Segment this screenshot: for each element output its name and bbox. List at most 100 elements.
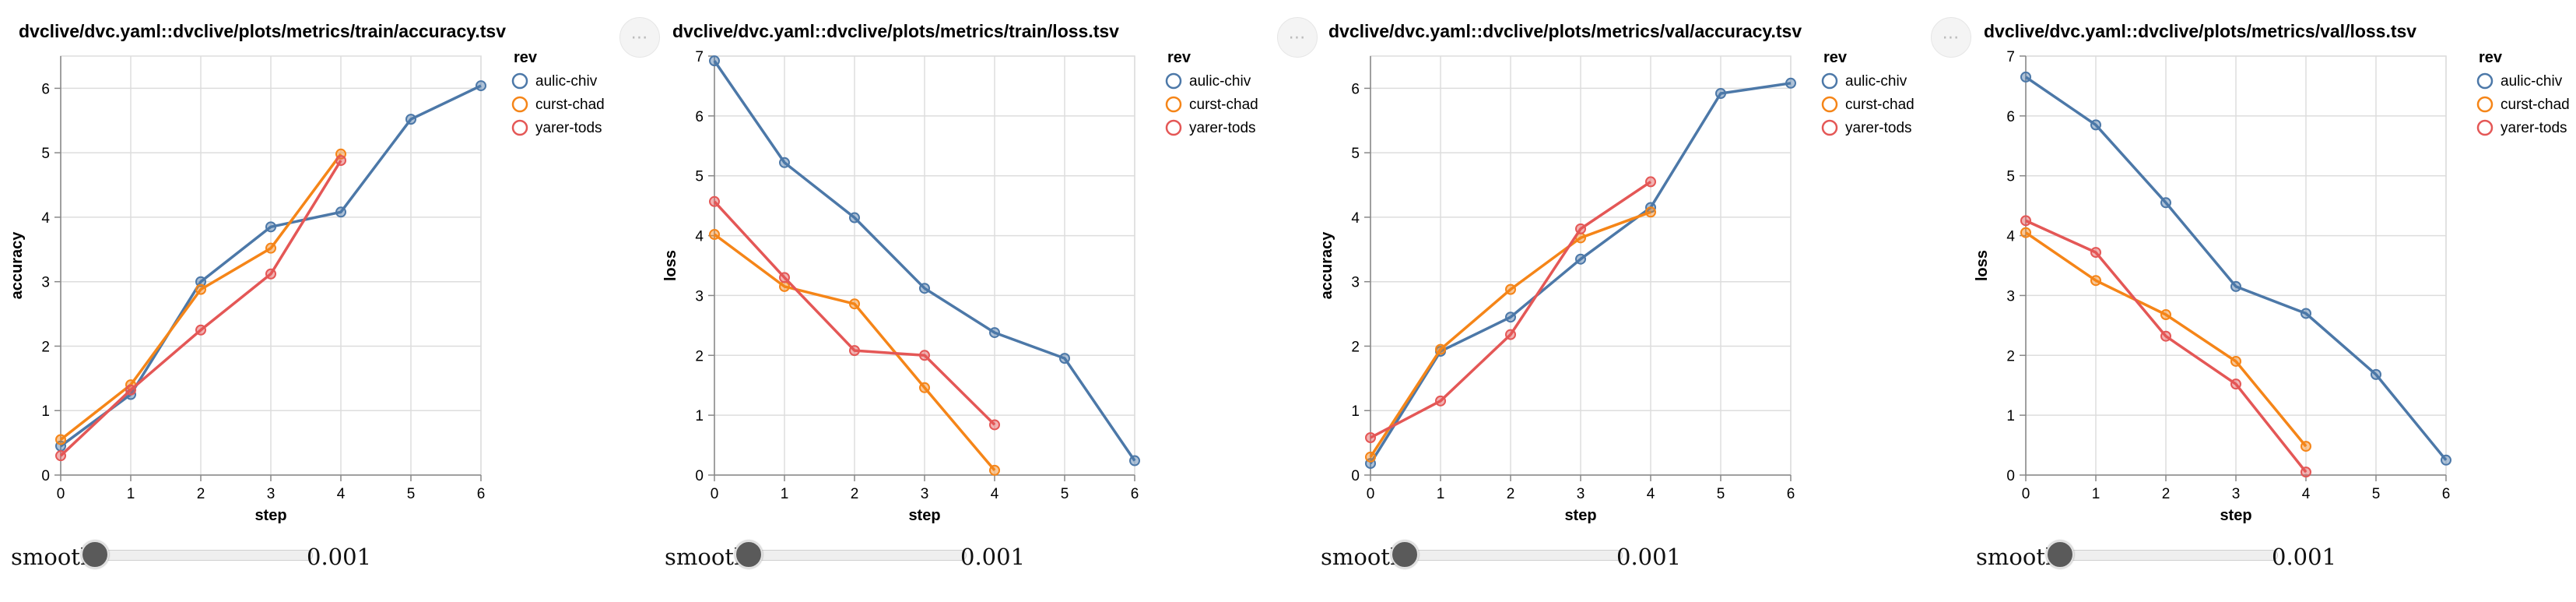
data-point-yarer-tods bbox=[2090, 247, 2101, 259]
series-line-curst-chad bbox=[713, 233, 996, 472]
data-point-curst-chad bbox=[2020, 227, 2031, 238]
y-tick-label: 5 bbox=[41, 146, 50, 162]
more-actions-button[interactable]: ⋯ bbox=[1277, 17, 1318, 58]
data-point-yarer-tods bbox=[709, 195, 720, 207]
y-tick-label: 5 bbox=[1351, 146, 1360, 162]
data-point-aulic-chiv bbox=[2090, 119, 2101, 131]
data-point-aulic-chiv bbox=[265, 221, 276, 233]
x-tick-label: 1 bbox=[781, 486, 789, 502]
data-point-curst-chad bbox=[55, 434, 66, 445]
data-point-curst-chad bbox=[265, 242, 276, 254]
legend-symbol-aulic-chiv bbox=[1821, 72, 1838, 90]
data-point-curst-chad bbox=[1645, 206, 1656, 218]
data-point-aulic-chiv bbox=[2160, 197, 2171, 209]
data-point-aulic-chiv bbox=[1059, 353, 1070, 364]
smooth-slider-track[interactable] bbox=[2048, 550, 2278, 561]
data-point-curst-chad bbox=[779, 280, 790, 292]
data-point-aulic-chiv bbox=[1505, 312, 1516, 323]
series-line-yarer-tods bbox=[59, 160, 342, 457]
data-point-yarer-tods bbox=[1645, 176, 1656, 188]
x-tick-label: 5 bbox=[2372, 486, 2381, 502]
legend-label-curst-chad: curst-chad bbox=[2501, 97, 2570, 113]
chart-title: dvclive/dvc.yaml::dvclive/plots/metrics/… bbox=[1984, 21, 2416, 41]
more-actions-button[interactable]: ⋯ bbox=[619, 17, 660, 58]
y-tick-label: 6 bbox=[2006, 109, 2015, 125]
data-point-aulic-chiv bbox=[779, 157, 790, 168]
x-tick-label: 2 bbox=[197, 486, 205, 502]
data-point-aulic-chiv bbox=[919, 283, 930, 294]
data-point-aulic-chiv bbox=[1129, 455, 1140, 466]
smooth-label: smooth bbox=[1976, 544, 2060, 570]
smooth-control: smooth 0.001 bbox=[665, 530, 1069, 576]
plot-panel-train-accuracy: dvclive/dvc.yaml::dvclive/plots/metrics/… bbox=[0, 0, 638, 602]
legend-title: rev bbox=[514, 49, 538, 66]
y-tick-label: 0 bbox=[1351, 468, 1360, 484]
data-point-aulic-chiv bbox=[335, 206, 346, 218]
legend-symbol-curst-chad bbox=[511, 96, 528, 113]
y-tick-label: 3 bbox=[41, 275, 50, 291]
y-tick-label: 7 bbox=[2006, 49, 2015, 65]
data-point-curst-chad bbox=[1505, 283, 1516, 295]
smooth-slider-track[interactable] bbox=[82, 550, 313, 561]
smooth-slider-thumb[interactable] bbox=[2046, 540, 2074, 569]
chart-title: dvclive/dvc.yaml::dvclive/plots/metrics/… bbox=[672, 21, 1119, 41]
data-point-yarer-tods bbox=[2301, 466, 2311, 478]
x-tick-label: 5 bbox=[407, 486, 416, 502]
y-tick-label: 7 bbox=[695, 49, 704, 65]
data-point-aulic-chiv bbox=[1715, 88, 1726, 100]
data-point-aulic-chiv bbox=[405, 114, 416, 125]
legend-label-aulic-chiv: aulic-chiv bbox=[2501, 73, 2563, 90]
data-point-aulic-chiv bbox=[195, 276, 206, 287]
data-point-yarer-tods bbox=[335, 155, 346, 167]
series-line-aulic-chiv bbox=[2025, 76, 2448, 461]
smooth-label: smooth bbox=[665, 544, 749, 570]
x-tick-label: 6 bbox=[2442, 486, 2451, 502]
data-point-yarer-tods bbox=[265, 268, 276, 280]
y-tick-label: 4 bbox=[1351, 210, 1360, 227]
y-tick-label: 6 bbox=[1351, 81, 1360, 97]
smooth-slider-track[interactable] bbox=[736, 550, 967, 561]
series-line-yarer-tods bbox=[1370, 180, 1651, 439]
data-point-curst-chad bbox=[2160, 309, 2171, 321]
x-tick-label: 3 bbox=[921, 486, 929, 502]
chart-title: dvclive/dvc.yaml::dvclive/plots/metrics/… bbox=[1328, 21, 1802, 41]
smooth-slider-thumb[interactable] bbox=[1391, 540, 1419, 569]
data-point-aulic-chiv bbox=[476, 80, 486, 92]
data-point-aulic-chiv bbox=[2441, 454, 2451, 466]
x-tick-label: 4 bbox=[1647, 486, 1655, 502]
data-point-aulic-chiv bbox=[2230, 280, 2241, 292]
more-actions-button[interactable]: ⋯ bbox=[1931, 17, 1971, 58]
legend-label-aulic-chiv: aulic-chiv bbox=[1189, 73, 1251, 90]
data-point-curst-chad bbox=[919, 382, 930, 393]
data-point-yarer-tods bbox=[849, 345, 860, 357]
x-tick-label: 0 bbox=[1367, 486, 1375, 502]
legend-symbol-curst-chad bbox=[1165, 96, 1182, 113]
series-line-curst-chad bbox=[2025, 231, 2308, 448]
data-point-curst-chad bbox=[2230, 355, 2241, 367]
data-point-aulic-chiv bbox=[849, 212, 860, 224]
legend-symbol-yarer-tods bbox=[1165, 119, 1182, 136]
data-point-aulic-chiv bbox=[989, 327, 1000, 339]
x-axis-title: step bbox=[908, 507, 940, 524]
smooth-slider-track[interactable] bbox=[1392, 550, 1623, 561]
y-tick-label: 4 bbox=[41, 210, 50, 227]
data-point-aulic-chiv bbox=[1575, 253, 1586, 265]
legend-symbol-aulic-chiv bbox=[1165, 72, 1182, 90]
smooth-slider-thumb[interactable] bbox=[735, 540, 763, 569]
x-tick-label: 4 bbox=[337, 486, 346, 502]
x-tick-label: 0 bbox=[57, 486, 65, 502]
plot-panel-val-loss: dvclive/dvc.yaml::dvclive/plots/metrics/… bbox=[1965, 0, 2576, 602]
y-tick-label: 0 bbox=[695, 468, 704, 484]
legend-symbol-aulic-chiv bbox=[2476, 72, 2494, 90]
data-point-curst-chad bbox=[709, 229, 720, 241]
x-tick-label: 2 bbox=[1507, 486, 1515, 502]
smooth-value: 0.001 bbox=[307, 544, 372, 570]
series-line-curst-chad bbox=[59, 153, 342, 441]
legend-title: rev bbox=[1167, 49, 1191, 66]
data-point-curst-chad bbox=[2090, 275, 2101, 287]
data-point-aulic-chiv bbox=[2301, 308, 2311, 319]
smooth-slider-thumb[interactable] bbox=[81, 540, 109, 569]
chart-svg: dvclive/dvc.yaml::dvclive/plots/metrics/… bbox=[9, 21, 605, 524]
smooth-control: smooth 0.001 bbox=[11, 530, 416, 576]
data-point-yarer-tods bbox=[779, 272, 790, 283]
